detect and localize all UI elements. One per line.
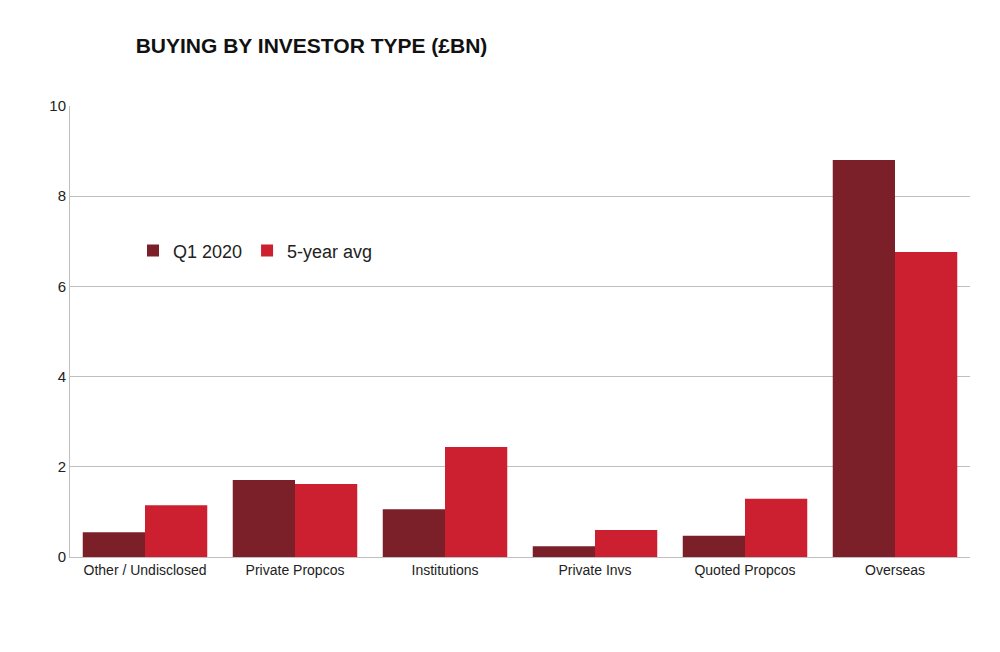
svg-text:10: 10 <box>49 97 66 114</box>
svg-text:6: 6 <box>58 278 66 295</box>
svg-text:Private Invs: Private Invs <box>558 562 631 578</box>
svg-text:Overseas: Overseas <box>865 562 925 578</box>
svg-text:BUYING BY INVESTOR TYPE (£BN): BUYING BY INVESTOR TYPE (£BN) <box>136 34 488 57</box>
svg-text:Institutions: Institutions <box>412 562 479 578</box>
svg-text:4: 4 <box>58 368 66 385</box>
svg-text:Private Propcos: Private Propcos <box>246 562 345 578</box>
svg-text:Quoted Propcos: Quoted Propcos <box>694 562 795 578</box>
svg-text:2: 2 <box>58 458 66 475</box>
svg-text:Q1 2020: Q1 2020 <box>173 242 242 262</box>
svg-text:8: 8 <box>58 187 66 204</box>
svg-text:5-year avg: 5-year avg <box>287 242 372 262</box>
svg-text:0: 0 <box>58 548 66 565</box>
svg-text:Other / Undisclosed: Other / Undisclosed <box>84 562 207 578</box>
